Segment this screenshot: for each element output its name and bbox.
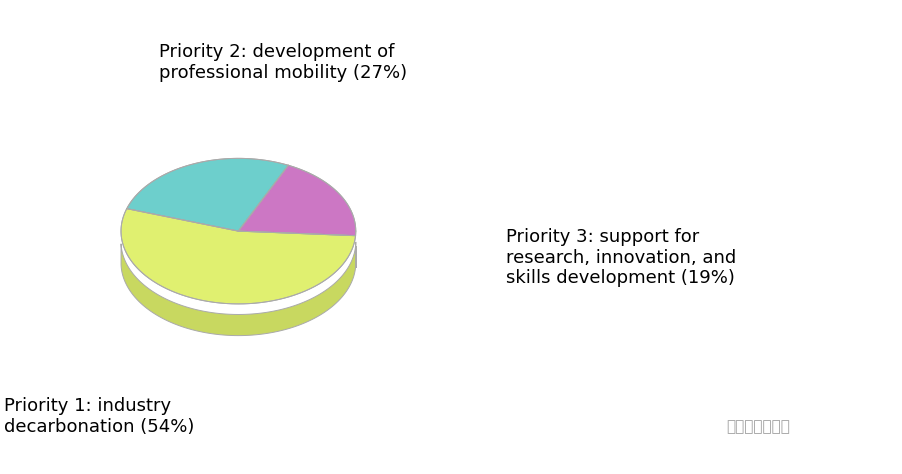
Polygon shape [126,158,288,231]
Polygon shape [121,244,355,336]
Text: Priority 1: industry
decarbonation (54%): Priority 1: industry decarbonation (54%) [4,397,194,436]
Text: Priority 3: support for
research, innovation, and
skills development (19%): Priority 3: support for research, innova… [505,228,735,287]
Polygon shape [121,209,355,304]
Text: Priority 2: development of
professional mobility (27%): Priority 2: development of professional … [159,43,406,82]
Polygon shape [238,165,355,236]
Text: 中国工程院院刊: 中国工程院院刊 [726,419,789,434]
